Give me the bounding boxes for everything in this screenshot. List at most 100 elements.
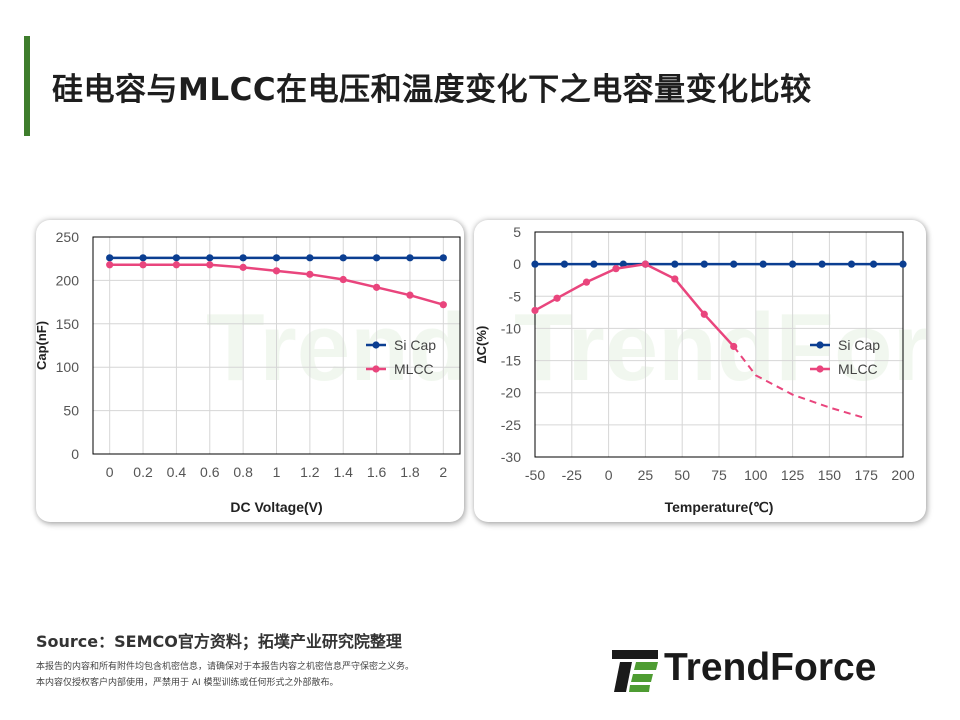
x-axis-title: DC Voltage(V) — [230, 499, 322, 515]
trendforce-logo: TrendForce — [612, 646, 932, 694]
y-tick-label: -15 — [501, 353, 521, 369]
y-tick-label: -20 — [501, 385, 521, 401]
si-cap-data-point — [206, 254, 214, 262]
mlcc-data-point — [612, 265, 620, 273]
si-cap-data-point — [306, 254, 314, 262]
si-cap-data-point — [106, 254, 114, 262]
si-cap-data-point — [239, 254, 247, 262]
accent-bar — [24, 36, 30, 136]
mlcc-data-point — [406, 291, 414, 299]
mlcc-data-point — [239, 263, 247, 271]
legend-label-si-cap: Si Cap — [838, 337, 880, 353]
x-tick-label: 2 — [439, 464, 447, 480]
si-cap-data-point — [372, 254, 381, 262]
legend-marker-si-cap — [816, 341, 824, 349]
mlcc-data-point — [700, 310, 708, 318]
y-tick-label: -5 — [509, 288, 522, 304]
x-tick-label: 150 — [818, 467, 842, 483]
si-cap-data-point — [730, 260, 738, 268]
page-title: 硅电容与MLCC在电压和温度变化下之电容量变化比较 — [52, 72, 812, 108]
si-cap-data-point — [272, 254, 281, 262]
y-tick-label: 5 — [513, 224, 521, 240]
temperature-chart-panel: TrendForce50-5-10-15-20-25-30-50-2502550… — [474, 220, 926, 522]
legend-label-si-cap: Si Cap — [394, 337, 436, 353]
x-tick-label: 1.8 — [400, 464, 420, 480]
mlcc-data-point — [372, 283, 381, 291]
mlcc-series-line — [534, 262, 735, 348]
si-cap-data-point — [619, 260, 627, 268]
si-cap-data-point — [406, 254, 414, 262]
y-axis-title: Cap(nF) — [36, 321, 49, 370]
watermark: TrendForce — [206, 294, 464, 401]
mlcc-data-point — [106, 261, 114, 269]
disclaimer-line: 本报告的内容和所有附件均包含机密信息，请确保对于本报告内容之机密信息严守保密之义… — [36, 662, 415, 672]
watermark-text: TrendForce — [514, 294, 926, 401]
si-cap-data-point — [818, 260, 826, 268]
mlcc-data-point — [553, 294, 561, 302]
trendforce-logo-text: TrendForce — [664, 646, 877, 689]
mlcc-data-point — [439, 301, 447, 309]
x-tick-label: 175 — [855, 467, 879, 483]
y-tick-label: 100 — [56, 359, 80, 375]
mlcc-data-point — [339, 275, 347, 284]
mlcc-data-point — [582, 278, 591, 286]
legend-marker-si-cap — [372, 341, 380, 349]
x-tick-label: 1.6 — [367, 464, 387, 480]
y-tick-label: 200 — [56, 272, 80, 288]
x-tick-label: 25 — [638, 467, 654, 483]
y-tick-label: 150 — [56, 316, 80, 332]
trendforce-logo-mark-icon — [612, 650, 658, 692]
y-tick-label: 0 — [513, 256, 521, 272]
si-cap-data-point — [531, 260, 539, 268]
voltage-chart-panel: TrendForce 0 50 100 150 200 250 0 0.2 0.4 0.6 0.8 1 1… — [36, 220, 464, 522]
x-tick-label: 125 — [781, 467, 805, 483]
mlcc-data-point — [531, 306, 539, 315]
x-tick-label: 1 — [273, 464, 281, 480]
disclaimer-line: 本内容仅授权客户内部使用，严禁用于 AI 模型训练或任何形式之外部散布。 — [36, 678, 339, 688]
mlcc-data-point — [671, 275, 679, 283]
si-cap-data-point — [339, 254, 347, 262]
voltage-chart: TrendForce 0 50 100 150 200 250 0 0.2 0.4 0.6 0.8 1 1… — [36, 229, 464, 515]
legend-label-mlcc: MLCC — [838, 361, 878, 377]
si-cap-data-point — [847, 260, 856, 268]
si-cap-data-point — [789, 260, 797, 268]
si-cap-data-point — [590, 260, 598, 268]
mlcc-extrapolated-line — [732, 345, 867, 420]
x-tick-label: 100 — [744, 467, 768, 483]
si-cap-data-point — [439, 254, 447, 262]
mlcc-data-point — [139, 261, 147, 269]
si-cap-data-point — [560, 260, 569, 268]
watermark: TrendForce — [514, 294, 926, 401]
mlcc-data-point — [641, 260, 649, 268]
y-tick-label: -25 — [501, 417, 521, 433]
si-cap-data-point — [899, 260, 907, 268]
x-tick-label: 1.2 — [300, 464, 320, 480]
si-cap-data-point — [671, 260, 679, 268]
si-cap-data-point — [759, 260, 767, 268]
mlcc-data-point — [172, 261, 181, 269]
x-tick-label: 1.4 — [333, 464, 353, 480]
mlcc-data-point — [206, 261, 214, 269]
x-tick-label: 0.4 — [167, 464, 187, 480]
x-axis-title: Temperature(℃) — [665, 499, 774, 515]
x-tick-label: 75 — [711, 467, 727, 483]
x-tick-label: -25 — [562, 467, 582, 483]
legend-marker-mlcc — [372, 365, 380, 373]
mlcc-data-point — [306, 270, 314, 278]
x-tick-label: 0.2 — [133, 464, 153, 480]
y-tick-label: 250 — [56, 229, 80, 245]
y-axis-title: ∆C(%) — [474, 326, 489, 364]
watermark-text: TrendForce — [206, 294, 464, 401]
y-tick-label: 0 — [71, 446, 79, 462]
y-tick-label: 50 — [63, 403, 79, 419]
y-tick-label: -10 — [501, 320, 521, 336]
x-tick-label: -50 — [525, 467, 545, 483]
x-tick-label: 50 — [674, 467, 690, 483]
x-tick-label: 0.6 — [200, 464, 220, 480]
plot-frame — [92, 236, 461, 455]
legend-label-mlcc: MLCC — [394, 361, 434, 377]
si-cap-data-point — [172, 254, 181, 262]
x-tick-label: 0 — [605, 467, 613, 483]
source-note: Source：SEMCO官方资料；拓墣产业研究院整理 — [36, 632, 402, 651]
si-cap-data-point — [869, 260, 878, 268]
